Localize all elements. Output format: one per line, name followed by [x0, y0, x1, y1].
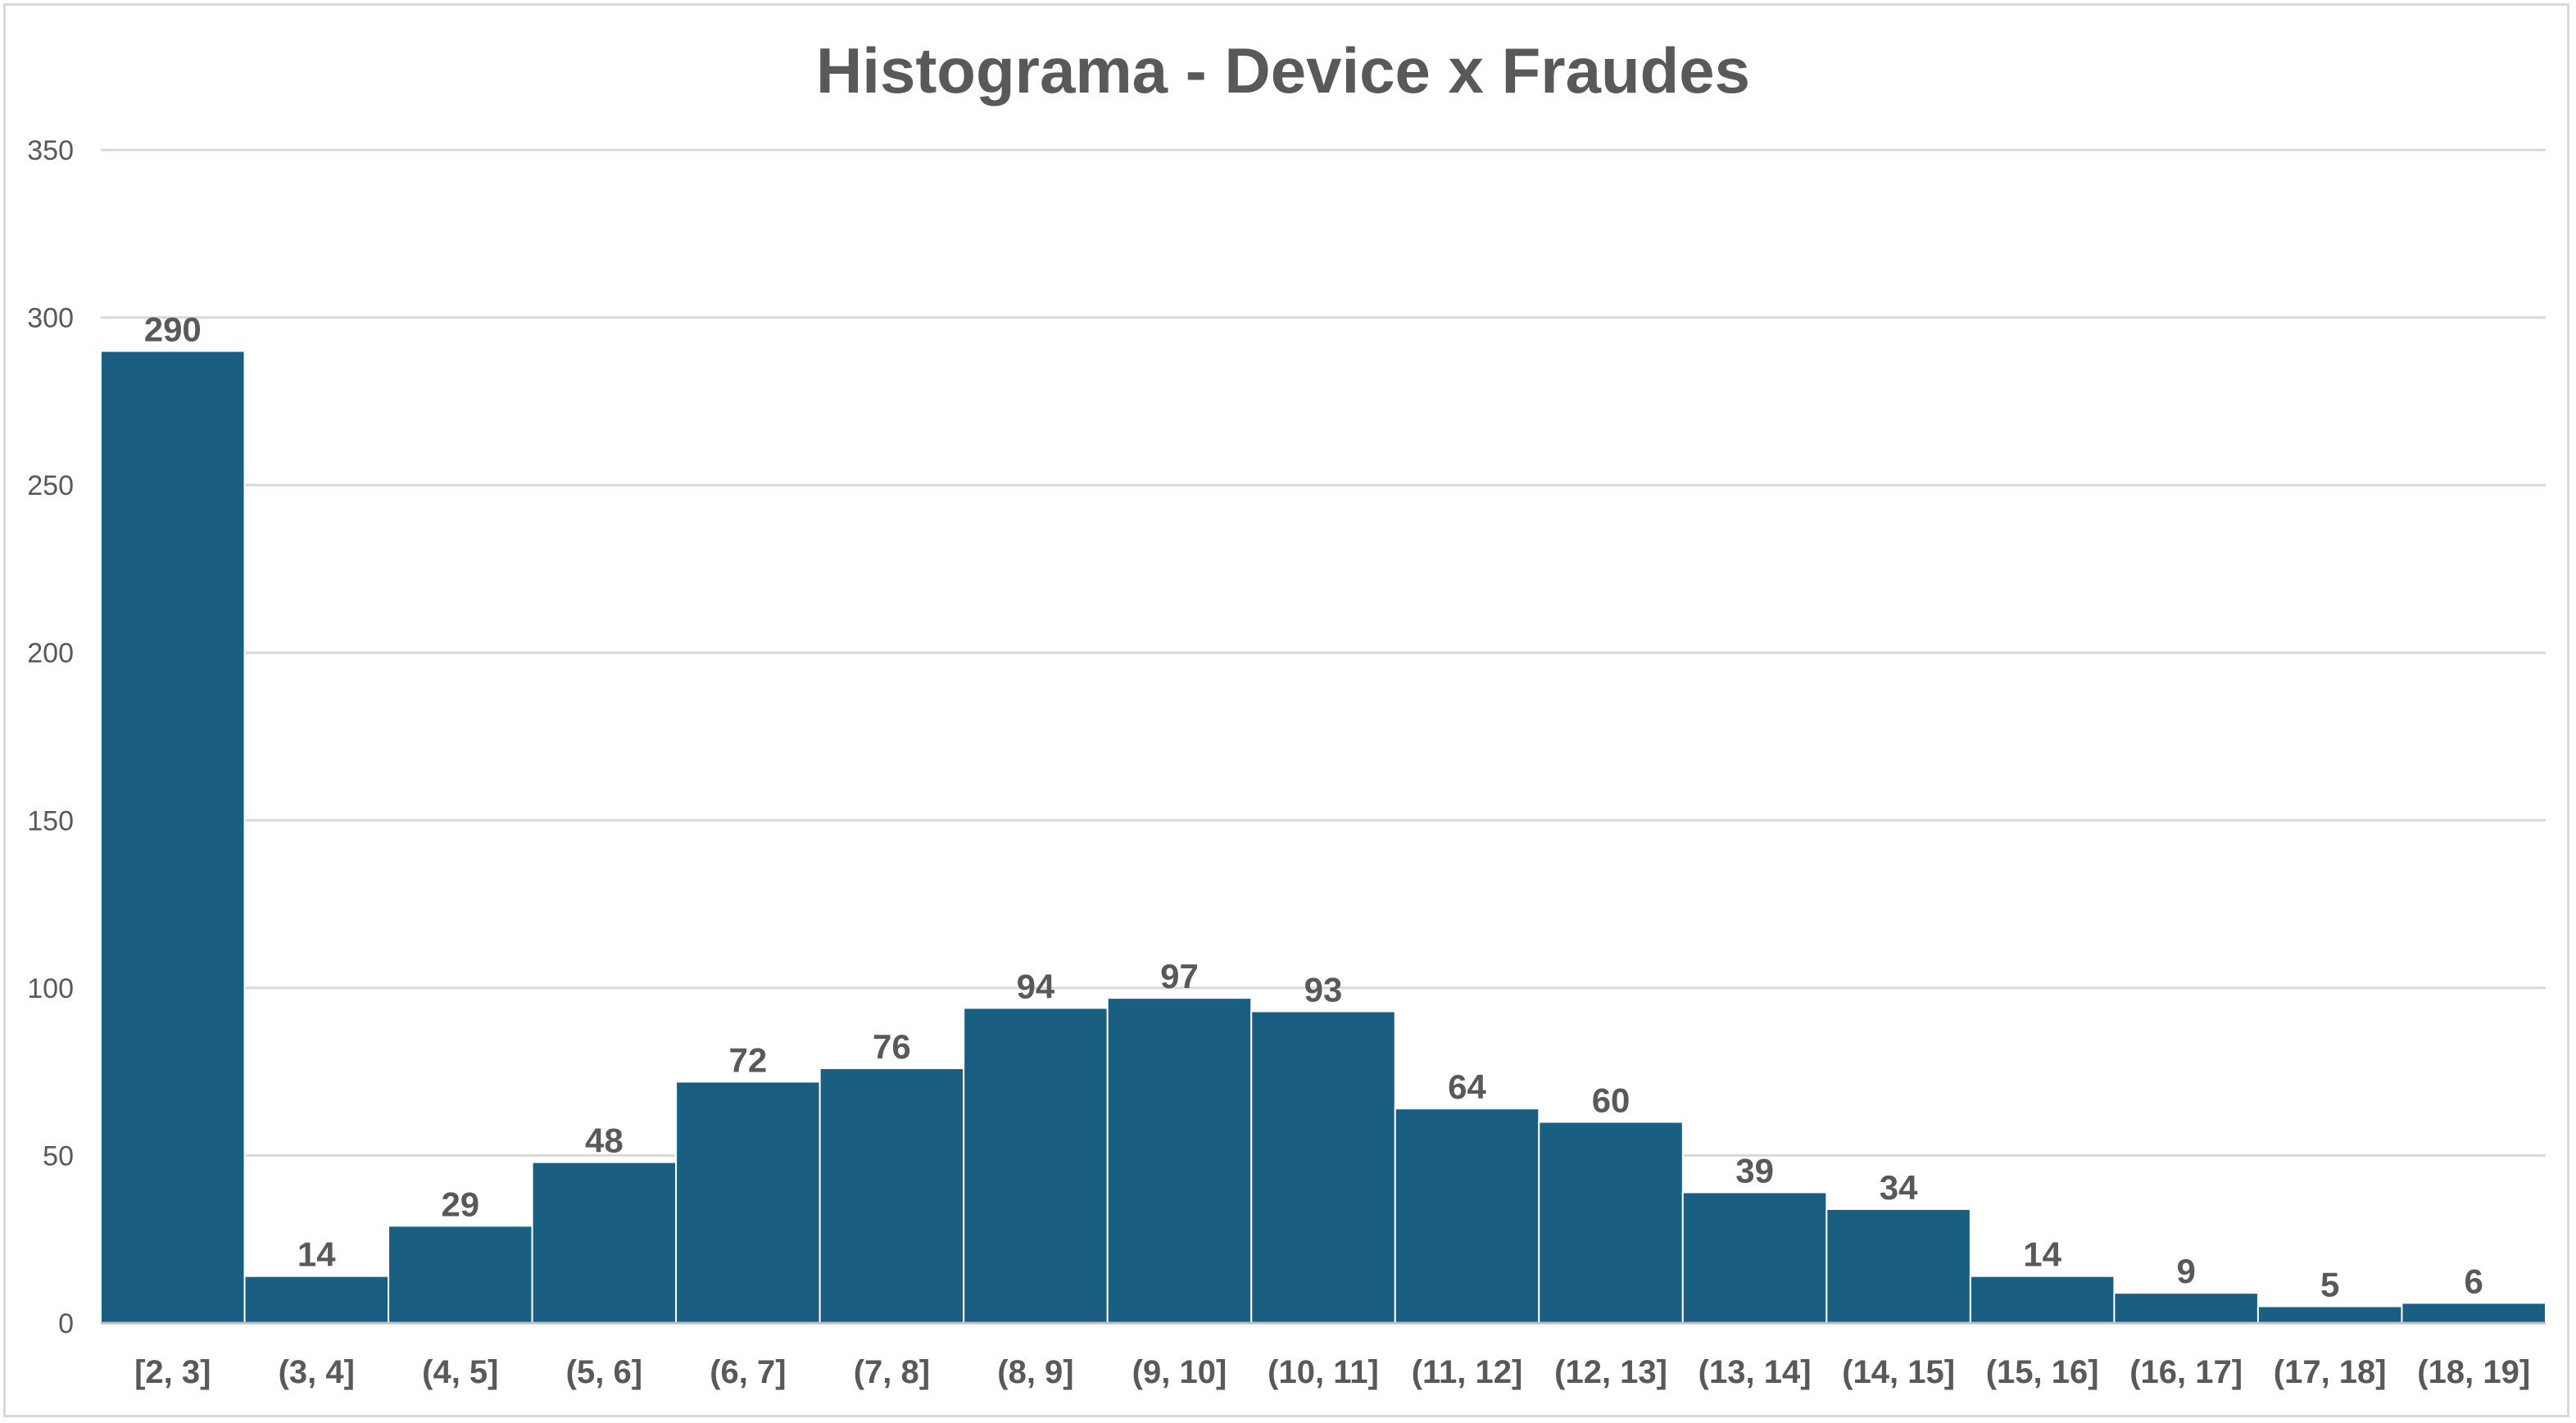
- y-tick-label: 300: [27, 303, 74, 334]
- data-labels: 290 14 29 48 72 76 94 97 93 64 60 39 34 14 9 5 6: [144, 310, 2483, 1303]
- data-label: 93: [1304, 970, 1343, 1008]
- bars: [100, 350, 2547, 1325]
- data-label: 6: [2465, 1262, 2483, 1300]
- bar: [963, 1007, 1109, 1325]
- bar: [531, 1161, 678, 1325]
- data-label: 60: [1592, 1081, 1630, 1120]
- data-label: 64: [1448, 1067, 1486, 1106]
- chart-title: Histograma - Device x Fraudes: [816, 34, 1750, 106]
- x-tick-label: (14, 15]: [1842, 1354, 1955, 1390]
- data-label: 48: [585, 1122, 624, 1160]
- x-tick-label: (8, 9]: [997, 1354, 1073, 1390]
- bar: [1538, 1121, 1684, 1324]
- bar: [1681, 1191, 1828, 1325]
- x-tick-label: [2, 3]: [134, 1354, 211, 1390]
- bar: [1250, 1010, 1396, 1325]
- x-tick-label: (12, 13]: [1554, 1354, 1667, 1390]
- bar: [243, 1275, 390, 1324]
- data-label: 5: [2320, 1266, 2339, 1304]
- y-tick-label: 250: [27, 470, 74, 501]
- x-tick-label: (5, 6]: [566, 1354, 642, 1390]
- x-axis-ticks: [2, 3] (3, 4] (4, 5] (5, 6] (6, 7] (7, 8] (8, …: [134, 1354, 2530, 1390]
- data-label: 290: [144, 310, 202, 348]
- bar: [819, 1067, 965, 1324]
- bar: [100, 350, 246, 1324]
- data-label: 34: [1880, 1168, 1918, 1207]
- x-tick-label: (15, 16]: [1986, 1354, 2099, 1390]
- y-tick-label: 150: [27, 805, 74, 836]
- y-tick-label: 350: [27, 135, 74, 166]
- bar: [1394, 1108, 1540, 1324]
- bar: [2401, 1302, 2547, 1324]
- x-tick-label: (18, 19]: [2417, 1354, 2530, 1390]
- x-tick-label: (9, 10]: [1132, 1354, 1227, 1390]
- data-label: 14: [2023, 1235, 2061, 1274]
- bar: [1969, 1275, 2116, 1324]
- bar: [1106, 997, 1253, 1325]
- x-tick-label: (4, 5]: [422, 1354, 498, 1390]
- x-tick-label: (3, 4]: [279, 1354, 355, 1390]
- y-tick-label: 100: [27, 973, 74, 1004]
- data-label: 72: [729, 1040, 768, 1079]
- bar: [675, 1081, 821, 1324]
- bar: [388, 1225, 533, 1324]
- data-label: 76: [873, 1027, 911, 1066]
- data-label: 9: [2176, 1252, 2195, 1290]
- x-tick-label: (10, 11]: [1268, 1354, 1379, 1390]
- data-label: 97: [1160, 957, 1199, 995]
- x-tick-label: (6, 7]: [710, 1354, 786, 1390]
- gridlines: [101, 148, 2546, 1157]
- y-axis-ticks: 0 50 100 150 200 250 300 350: [27, 135, 74, 1339]
- y-tick-label: 50: [43, 1140, 74, 1171]
- bar: [2256, 1305, 2403, 1324]
- data-label: 39: [1735, 1151, 1774, 1190]
- x-tick-label: (13, 14]: [1698, 1354, 1812, 1390]
- bar: [2113, 1292, 2259, 1324]
- x-tick-label: (11, 12]: [1412, 1354, 1523, 1390]
- x-tick-label: (17, 18]: [2274, 1354, 2387, 1390]
- data-label: 29: [441, 1185, 479, 1223]
- y-tick-label: 200: [27, 638, 74, 669]
- data-label: 94: [1017, 967, 1055, 1005]
- x-tick-label: (16, 17]: [2129, 1354, 2243, 1390]
- y-tick-label: 0: [58, 1308, 74, 1339]
- bar: [1825, 1208, 1971, 1325]
- x-tick-label: (7, 8]: [854, 1354, 930, 1390]
- data-label: 14: [297, 1235, 336, 1274]
